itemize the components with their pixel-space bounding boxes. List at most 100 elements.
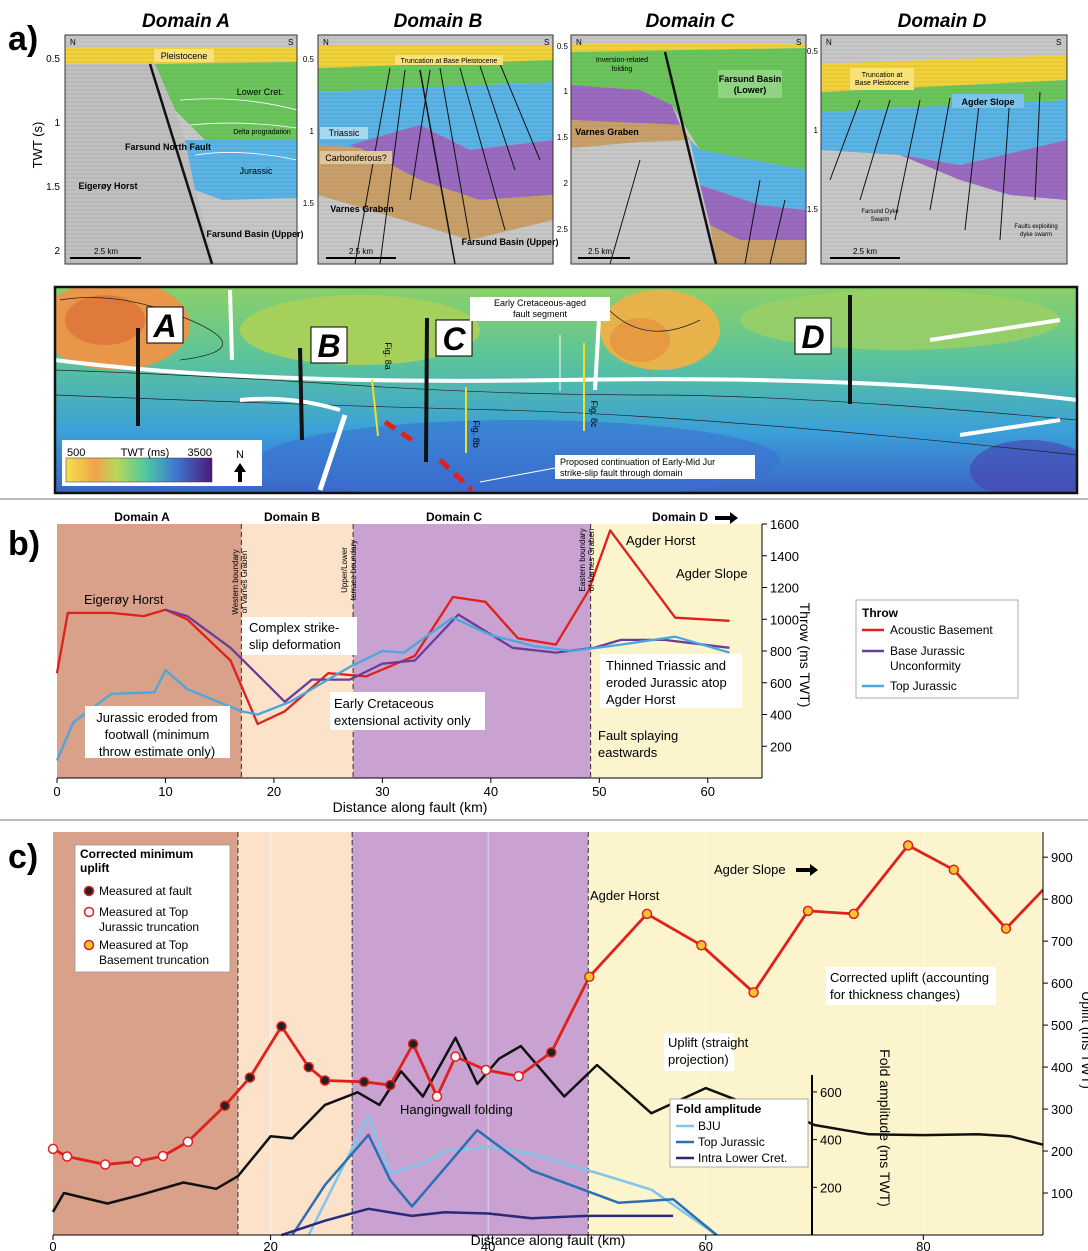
throw-legend: Throw Acoustic Basement Base Jurassic Unc…	[855, 599, 1019, 699]
label-farsund-basin-lower: Farsund Basin (Lower)	[719, 74, 782, 95]
annotation-box	[664, 1033, 734, 1071]
section-d-ytick: 0.5	[807, 47, 819, 56]
map-domain-box	[794, 317, 832, 355]
c-annot-agder-horst: Agder Horst	[590, 888, 660, 903]
fold-legend-item: Intra Lower Cret.	[698, 1151, 787, 1165]
uplift-axes: 0 20 40 60 80 100 200 300 400 500 600 700 800 900	[49, 832, 1073, 1251]
label-eigeroy-horst: Eigerøy Horst	[78, 181, 137, 191]
section-d-scale: 2.5 km	[853, 247, 877, 256]
section-a-south: S	[288, 38, 293, 47]
y-tick-label: 1000	[770, 612, 799, 627]
y-tick-label: 200	[1051, 1144, 1073, 1159]
panel-a-letter: a)	[8, 20, 38, 58]
uplift-legend-title: Corrected minimum uplift	[80, 847, 193, 875]
x-tick-label: 80	[916, 1239, 930, 1251]
map-domain-box	[146, 306, 184, 344]
top-jurassic-line	[55, 616, 730, 761]
b-annot-jurassic-eroded: Jurassic eroded from footwall (minimum thr…	[96, 710, 217, 759]
x-tick-label: 50	[592, 784, 606, 799]
x-tick-label: 20	[267, 784, 281, 799]
uplift-point	[748, 987, 759, 998]
label-agder-slope: Agder Slope	[961, 97, 1014, 107]
c-annot-straight-projection: Uplift (straight projection)	[668, 1035, 749, 1067]
map-domain-box	[310, 326, 348, 364]
label-faults-dyke-swarm: Faults exploiting dyke swarm	[1014, 224, 1057, 238]
label-farsund-basin-upper: Farsund Basin (Upper)	[206, 229, 303, 239]
section-d-title: Domain D	[898, 11, 987, 32]
label-farsund-basin-upper-b: Farsund Basin (Upper)	[461, 237, 558, 247]
y-tick-label: 100	[1051, 1186, 1073, 1201]
map-fig-8a: Fig. 8a	[383, 342, 393, 370]
section-b-ytick: 0.5	[303, 55, 315, 64]
uplift-point	[1000, 923, 1012, 934]
fold-bju-line	[307, 1114, 718, 1237]
b-annot-eigeroy-horst: Eigerøy Horst	[84, 592, 164, 607]
label-truncation-base-pleistocene: Truncation at Base Pleistocene	[401, 58, 498, 65]
fold-legend-item: Top Jurassic	[698, 1135, 765, 1149]
uplift-point	[47, 1143, 59, 1155]
y-tick-label: 300	[1051, 1102, 1073, 1117]
b-boundary-east: Eastern boundaryof Varnes Graben	[578, 528, 596, 591]
marker-fault-icon	[83, 885, 95, 897]
section-c-frame	[570, 34, 807, 265]
panel-b-letter: b)	[8, 525, 40, 563]
seismic-section-c	[571, 35, 806, 264]
b-xlabel: Distance along fault (km)	[333, 799, 488, 815]
y-tick-label: 200	[770, 739, 792, 754]
section-b-south: S	[544, 38, 549, 47]
y-tick-label: 1200	[770, 581, 799, 596]
label-carboniferous: Carboniferous?	[325, 153, 387, 163]
map-domain-box	[435, 319, 473, 357]
arrow-right-icon	[796, 864, 818, 876]
section-a-ytick: 2	[54, 246, 60, 257]
section-b-north: N	[323, 38, 329, 47]
section-a-scale: 2.5 km	[94, 247, 118, 256]
uplift-point	[948, 864, 960, 876]
marker-top-jurassic-icon	[83, 906, 95, 918]
section-c-ytick: 1	[564, 87, 569, 96]
annotation-box	[242, 617, 357, 655]
section-c-ytick: 2.5	[557, 225, 569, 234]
section-c-title: Domain C	[646, 11, 735, 32]
fold-legend-item: BJU	[698, 1119, 721, 1133]
uplift-series	[47, 840, 1045, 1213]
section-c-ytick: 1.5	[557, 133, 569, 142]
section-d-north: N	[826, 38, 832, 47]
y-tick-label: 400	[770, 708, 792, 723]
uplift-point	[902, 840, 914, 851]
map-domain-d: D	[801, 319, 824, 355]
c-annot-hangingwall-folding: Hangingwall folding	[400, 1102, 513, 1117]
map-fig-8c: Fig. 8c	[589, 400, 599, 428]
uplift-point	[480, 1064, 492, 1076]
x-tick-label: 40	[481, 1239, 495, 1251]
label-box	[952, 94, 1024, 108]
throw-series	[55, 529, 730, 761]
section-a-ytick: 0.5	[46, 54, 60, 65]
y-tick-label: 1600	[770, 517, 799, 532]
section-c-ytick: 0.5	[557, 42, 569, 51]
uplift-point	[219, 1100, 231, 1111]
callout-box	[555, 455, 755, 479]
map-domain-a: A	[152, 308, 176, 344]
annotation-box	[600, 654, 742, 708]
section-d-south: S	[1056, 38, 1061, 47]
label-box	[320, 151, 392, 164]
uplift-point	[276, 1021, 287, 1032]
legend-max: 3500	[188, 447, 212, 459]
label-jurassic: Jurassic	[239, 166, 273, 176]
section-d-ytick: 1	[814, 126, 819, 135]
uplift-point	[431, 1091, 443, 1102]
uplift-point	[385, 1079, 396, 1091]
x-tick-label: 30	[375, 784, 389, 799]
map-frame	[53, 285, 1079, 495]
label-box	[395, 55, 503, 65]
map-domain-c: C	[442, 321, 466, 357]
b-annot-strike-slip: Complex strike-slip deformation	[249, 620, 341, 652]
domain-d-band	[590, 524, 762, 778]
section-a-ytick: 1.5	[46, 182, 60, 193]
y-tick-label: 800	[1051, 892, 1073, 907]
section-b-title: Domain B	[394, 11, 483, 32]
uplift-point	[450, 1051, 461, 1062]
domain-boundaries	[240, 524, 592, 778]
uplift-point	[696, 940, 707, 951]
